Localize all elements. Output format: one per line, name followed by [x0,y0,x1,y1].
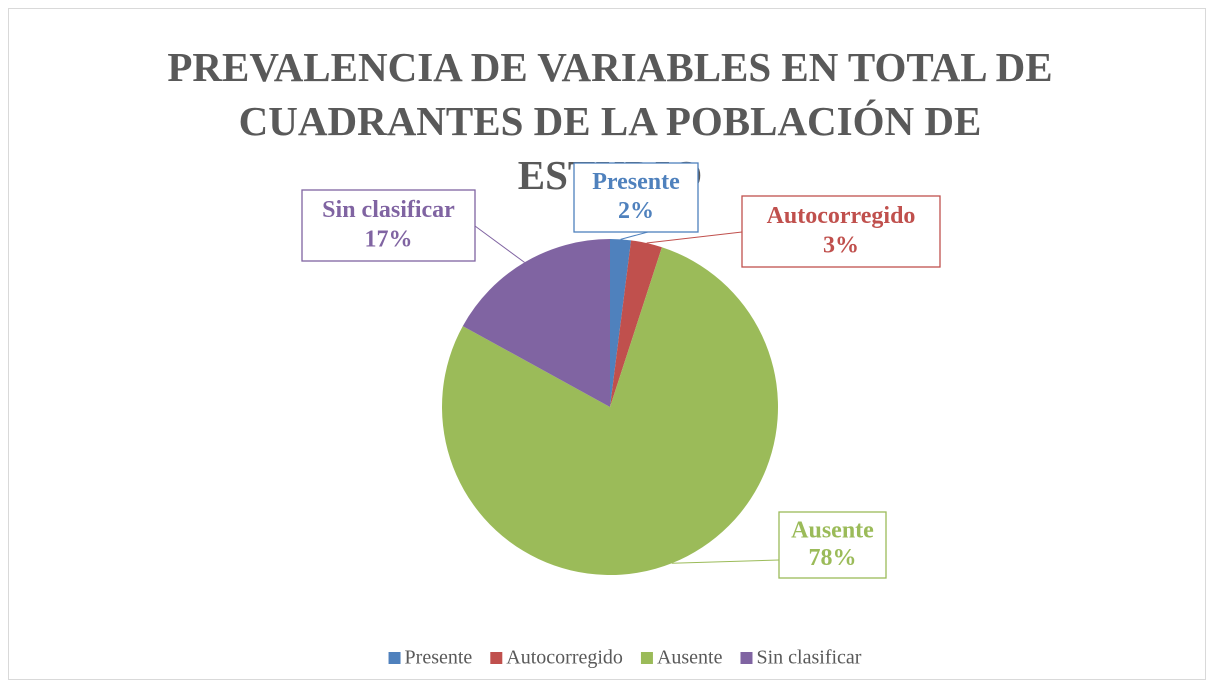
leader-line [646,231,743,244]
data-label-box [573,162,699,233]
data-label-name: Sin clasificar [322,197,455,223]
legend-label: Presente [405,647,473,669]
data-label-name: Autocorregido [767,203,916,229]
data-label-value: 3% [823,233,859,259]
legend-item: Sin clasificar [740,647,862,669]
pie-slice [610,240,662,407]
legend-item: Autocorregido [490,647,623,669]
pie-slice [441,247,778,575]
legend-label: Autocorregido [506,647,623,669]
pie-slice [462,239,610,407]
chart-border [8,8,1206,680]
leader-line [474,225,525,263]
data-label-box [301,189,476,262]
legend-item: Ausente [640,647,723,669]
legend-swatch [740,652,753,664]
leader-line [620,231,649,240]
data-label-value: 78% [809,545,857,571]
data-label-name: Presente [592,169,680,195]
data-label-name: Ausente [791,517,874,543]
data-label-value: 17% [365,227,413,253]
legend-swatch [490,652,503,664]
data-label-value: 2% [618,198,654,224]
legend-item: Presente [388,647,473,669]
legend-label: Sin clasificar [756,647,861,669]
legend-label: Ausente [657,647,723,669]
data-label-box [778,511,887,579]
pie-slice [610,239,632,407]
legend-swatch [640,652,653,664]
data-label-box [741,195,941,268]
legend-swatch [388,652,401,664]
leader-line [671,559,780,564]
